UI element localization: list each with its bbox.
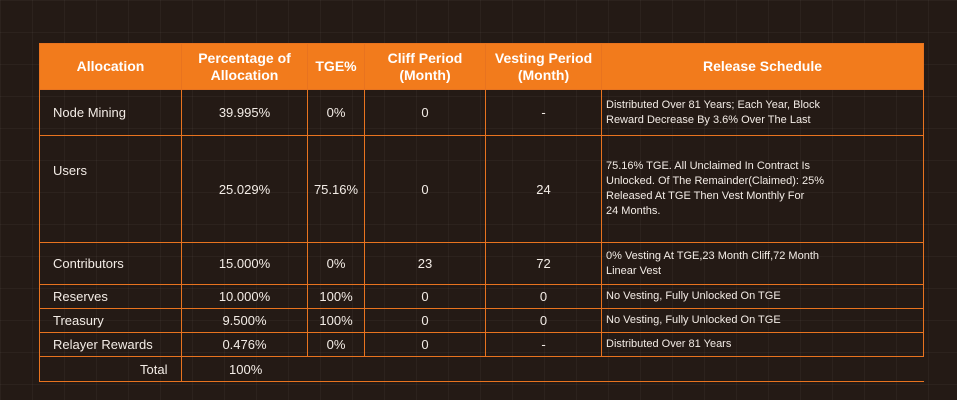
header-tge: TGE% [307, 43, 365, 90]
cell-percentage: 15.000% [181, 242, 308, 285]
cell-tge: 100% [307, 308, 365, 333]
cell-cliff: 0 [364, 89, 486, 136]
header-percentage: Percentage of Allocation [181, 43, 308, 90]
table-row: Relayer Rewards 0.476% 0% 0 - Distribute… [39, 332, 924, 357]
header-release-schedule: Release Schedule [601, 43, 924, 90]
cell-percentage: 9.500% [181, 308, 308, 333]
cell-tge: 0% [307, 89, 365, 136]
cell-vesting: - [485, 332, 602, 357]
header-cliff: Cliff Period (Month) [364, 43, 486, 90]
cell-vesting: - [485, 89, 602, 136]
cell-allocation: Treasury [39, 308, 182, 333]
table-header-row: Allocation Percentage of Allocation TGE% … [39, 43, 924, 90]
cell-cliff: 0 [364, 332, 486, 357]
table-row: Users 25.029% 75.16% 0 24 75.16% TGE. Al… [39, 135, 924, 243]
cell-percentage: 0.476% [181, 332, 308, 357]
cell-allocation: Users [39, 135, 182, 243]
cell-allocation: Contributors [39, 242, 182, 285]
table-row: Treasury 9.500% 100% 0 0 No Vesting, Ful… [39, 308, 924, 333]
cell-vesting: 24 [485, 135, 602, 243]
cell-tge: 100% [307, 284, 365, 309]
table-row: Reserves 10.000% 100% 0 0 No Vesting, Fu… [39, 284, 924, 309]
cell-tge: 75.16% [307, 135, 365, 243]
cell-cliff: 0 [364, 308, 486, 333]
cell-release-schedule: Distributed Over 81 Years [601, 332, 924, 357]
header-vesting: Vesting Period (Month) [485, 43, 602, 90]
header-allocation: Allocation [39, 43, 182, 90]
token-allocation-table: Allocation Percentage of Allocation TGE% … [39, 43, 924, 382]
table-total-row: Total 100% [39, 356, 924, 382]
cell-vesting: 72 [485, 242, 602, 285]
cell-percentage: 25.029% [181, 135, 308, 243]
cell-vesting: 0 [485, 308, 602, 333]
cell-allocation: Reserves [39, 284, 182, 309]
cell-cliff: 23 [364, 242, 486, 285]
table-row: Contributors 15.000% 0% 23 72 0% Vesting… [39, 242, 924, 285]
cell-tge: 0% [307, 242, 365, 285]
table-row: Node Mining 39.995% 0% 0 - Distributed O… [39, 89, 924, 136]
cell-release-schedule: No Vesting, Fully Unlocked On TGE [601, 308, 924, 333]
cell-allocation: Node Mining [39, 89, 182, 136]
cell-percentage: 39.995% [181, 89, 308, 136]
cell-cliff: 0 [364, 284, 486, 309]
total-percentage: 100% [181, 356, 924, 382]
cell-tge: 0% [307, 332, 365, 357]
total-label: Total [39, 356, 182, 382]
cell-allocation: Relayer Rewards [39, 332, 182, 357]
cell-percentage: 10.000% [181, 284, 308, 309]
cell-release-schedule: 75.16% TGE. All Unclaimed In Contract Is… [601, 135, 924, 243]
cell-cliff: 0 [364, 135, 486, 243]
cell-release-schedule: 0% Vesting At TGE,23 Month Cliff,72 Mont… [601, 242, 924, 285]
cell-release-schedule: No Vesting, Fully Unlocked On TGE [601, 284, 924, 309]
allocation-table-container: Allocation Percentage of Allocation TGE% … [39, 43, 924, 382]
cell-vesting: 0 [485, 284, 602, 309]
cell-release-schedule: Distributed Over 81 Years; Each Year, Bl… [601, 89, 924, 136]
